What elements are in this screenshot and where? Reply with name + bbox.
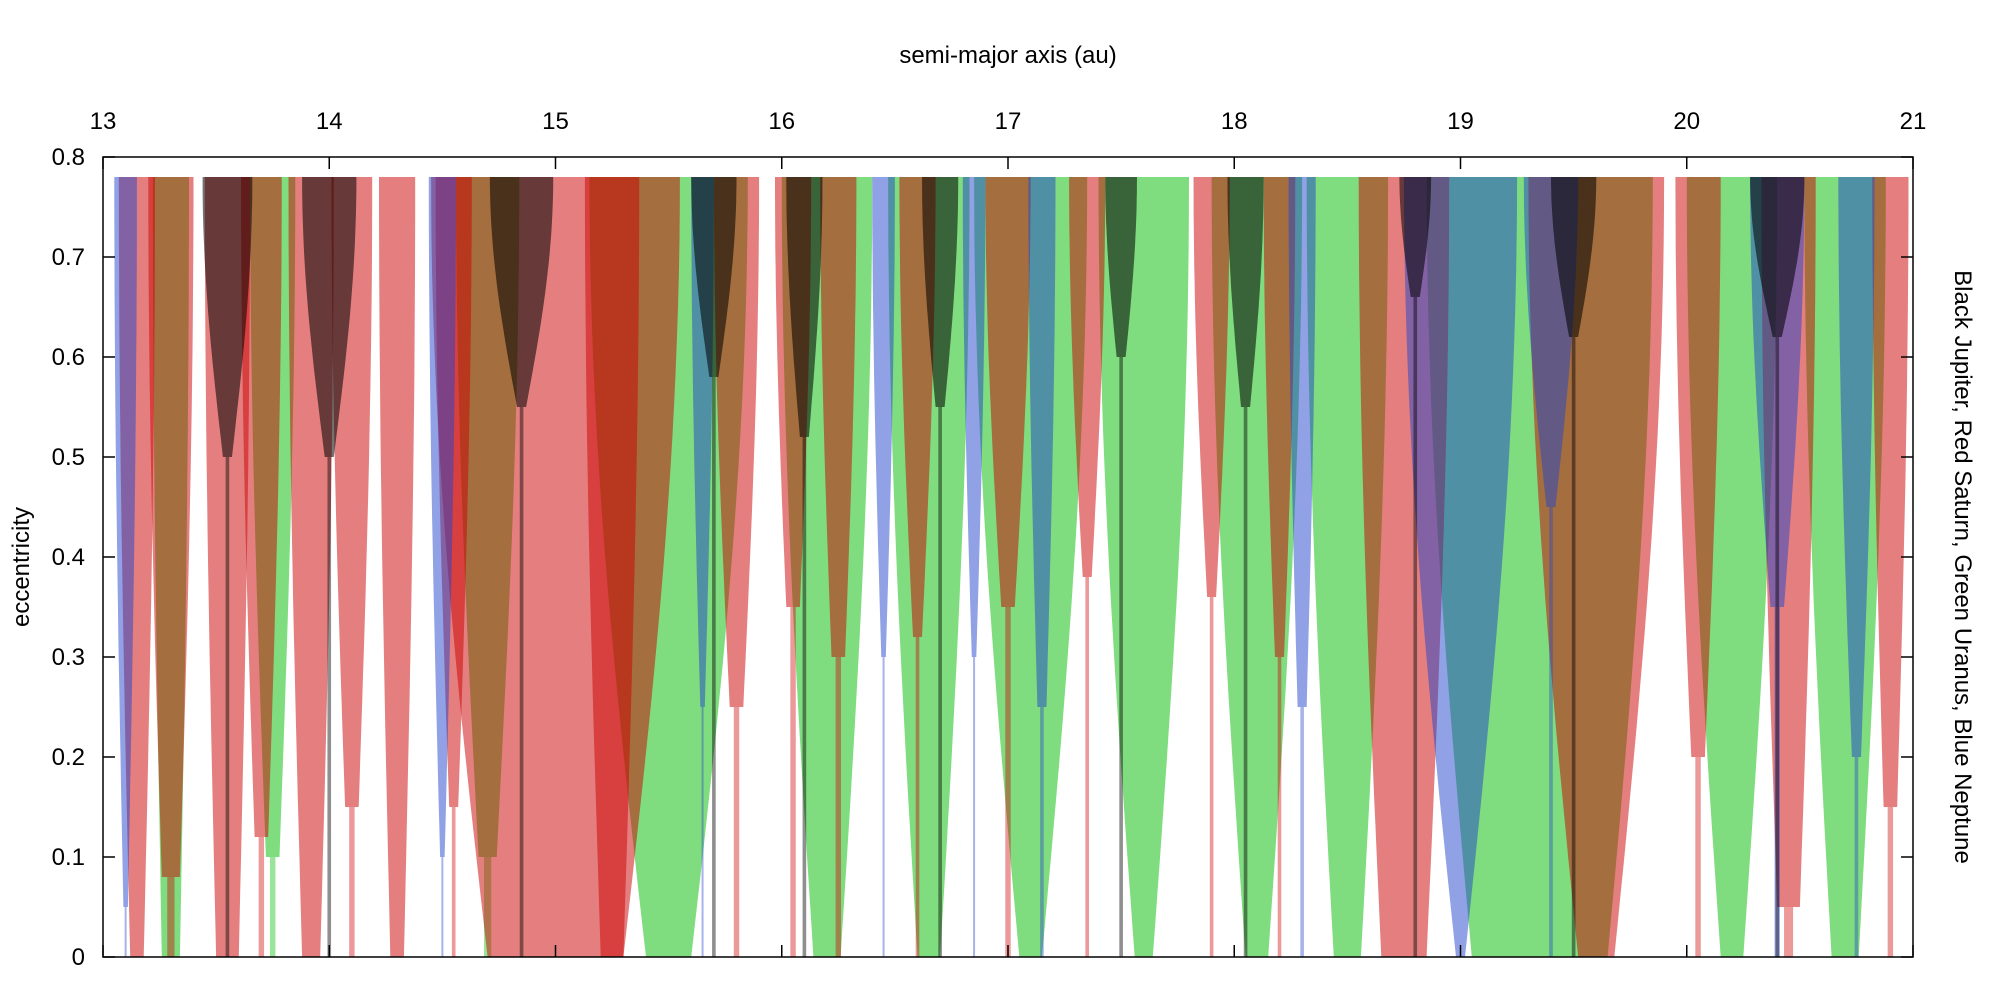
resonance-band-neptune bbox=[1028, 177, 1056, 707]
resonance-stem-neptune bbox=[1040, 707, 1044, 957]
resonance-stem-neptune bbox=[882, 657, 885, 957]
resonance-stem-saturn bbox=[451, 807, 456, 957]
y-tick-label: 0.8 bbox=[52, 144, 85, 171]
resonance-stem-neptune bbox=[124, 907, 127, 957]
resonance-stem-jupiter bbox=[1571, 337, 1576, 957]
y-tick-label: 0.7 bbox=[52, 244, 85, 271]
resonance-band-neptune bbox=[114, 177, 137, 907]
x-tick-label: 21 bbox=[1900, 108, 1927, 135]
x-tick-label: 15 bbox=[542, 108, 569, 135]
y-tick-label: 0.1 bbox=[52, 844, 85, 871]
resonance-stem-jupiter bbox=[519, 407, 524, 957]
resonance-band-neptune bbox=[1288, 177, 1316, 707]
x-tick-label: 14 bbox=[316, 108, 343, 135]
plot-area bbox=[103, 157, 1913, 957]
resonance-stem-neptune bbox=[1549, 507, 1553, 957]
resonance-stem-jupiter bbox=[938, 407, 942, 957]
resonance-stem-saturn bbox=[1695, 757, 1701, 957]
x-axis-title: semi-major axis (au) bbox=[899, 42, 1116, 69]
x-tick-label: 18 bbox=[1221, 108, 1248, 135]
resonance-band-saturn bbox=[1675, 177, 1721, 757]
resonance-stem-neptune bbox=[1300, 707, 1304, 957]
x-tick-label: 17 bbox=[995, 108, 1022, 135]
resonance-stem-saturn bbox=[258, 837, 265, 957]
x-tick-label: 20 bbox=[1673, 108, 1700, 135]
resonance-stem-jupiter bbox=[1243, 407, 1248, 957]
resonance-band-jupiter bbox=[489, 177, 554, 407]
y-tick-label: 0.5 bbox=[52, 444, 85, 471]
resonance-stem-saturn bbox=[1887, 807, 1894, 957]
resonance-stem-jupiter bbox=[225, 457, 230, 957]
x-tick-label: 13 bbox=[90, 108, 117, 135]
resonance-stem-neptune bbox=[1854, 757, 1859, 957]
series-layer bbox=[103, 157, 1913, 957]
resonance-stem-jupiter bbox=[802, 437, 807, 957]
resonance-stem-saturn bbox=[349, 807, 355, 957]
resonance-stem-saturn bbox=[1209, 597, 1214, 957]
resonance-stem-saturn bbox=[1277, 657, 1282, 957]
resonance-band-neptune bbox=[428, 177, 456, 857]
resonance-band-saturn bbox=[148, 177, 194, 877]
series-neptune bbox=[114, 177, 1875, 957]
resonance-band-saturn bbox=[1263, 177, 1296, 657]
x-axis-ticks: 13 14 15 16 17 18 19 20 21 bbox=[90, 108, 1927, 957]
y-tick-label: 0.4 bbox=[52, 544, 85, 571]
resonance-stem-jupiter bbox=[327, 457, 332, 957]
resonance-band-jupiter bbox=[1105, 177, 1137, 357]
resonance-band-neptune bbox=[872, 177, 895, 657]
resonance-band-neptune bbox=[962, 177, 986, 657]
resonance-band-uranus bbox=[1098, 177, 1189, 957]
resonance-stem-neptune bbox=[1774, 607, 1780, 957]
y-tick-label: 0 bbox=[72, 944, 85, 971]
resonance-stem-saturn bbox=[1085, 577, 1089, 957]
resonance-stem-jupiter bbox=[1413, 297, 1418, 957]
series-jupiter bbox=[202, 177, 1805, 957]
resonance-band-saturn bbox=[1193, 177, 1230, 597]
resonance-band-jupiter bbox=[302, 177, 357, 457]
resonance-band-neptune bbox=[1403, 177, 1518, 957]
resonance-band-saturn bbox=[1069, 177, 1106, 577]
resonance-stem-jupiter bbox=[712, 377, 716, 957]
resonance-band-saturn bbox=[985, 177, 1031, 607]
resonance-band-jupiter bbox=[1227, 177, 1264, 407]
resonance-stem-jupiter bbox=[1119, 357, 1123, 957]
resonance-band-saturn bbox=[379, 177, 416, 957]
resonance-stem-neptune bbox=[441, 857, 444, 957]
y-tick-label: 0.6 bbox=[52, 344, 85, 371]
resonance-band-jupiter bbox=[1750, 177, 1805, 337]
resonance-stem-jupiter bbox=[1775, 337, 1780, 957]
y-tick-label: 0.3 bbox=[52, 644, 85, 671]
x-tick-label: 19 bbox=[1447, 108, 1474, 135]
resonance-band-saturn bbox=[584, 177, 640, 957]
y-axis-ticks: 0 0.1 0.2 0.3 0.4 0.5 0.6 0.7 0.8 bbox=[52, 144, 1913, 971]
resonance-band-neptune bbox=[1838, 177, 1875, 757]
right-legend-label: Black Jupiter, Red Saturn, Green Uranus,… bbox=[1949, 270, 1976, 864]
resonance-band-saturn bbox=[241, 177, 282, 837]
resonance-band-jupiter bbox=[922, 177, 959, 407]
resonance-stem-saturn bbox=[167, 877, 175, 957]
resonance-stem-saturn bbox=[915, 637, 920, 957]
resonance-stem-neptune bbox=[973, 657, 976, 957]
resonance-stem-saturn bbox=[1005, 607, 1011, 957]
resonance-band-jupiter bbox=[786, 177, 823, 437]
resonance-stem-saturn bbox=[1784, 907, 1794, 957]
resonance-stem-saturn bbox=[790, 607, 796, 957]
resonance-band-saturn bbox=[1872, 177, 1909, 807]
resonance-band-jupiter bbox=[691, 177, 737, 377]
resonance-band-saturn bbox=[820, 177, 857, 657]
y-axis-title: eccentricity bbox=[8, 507, 35, 627]
x-tick-label: 16 bbox=[768, 108, 795, 135]
resonance-stem-saturn bbox=[733, 707, 740, 957]
resonance-band-jupiter bbox=[1551, 177, 1597, 337]
resonance-stem-uranus bbox=[269, 857, 276, 957]
resonance-band-jupiter bbox=[202, 177, 253, 457]
y-tick-label: 0.2 bbox=[52, 744, 85, 771]
resonance-stem-saturn bbox=[835, 657, 842, 957]
resonance-stem-neptune bbox=[701, 707, 704, 957]
resonance-band-jupiter bbox=[1399, 177, 1432, 297]
